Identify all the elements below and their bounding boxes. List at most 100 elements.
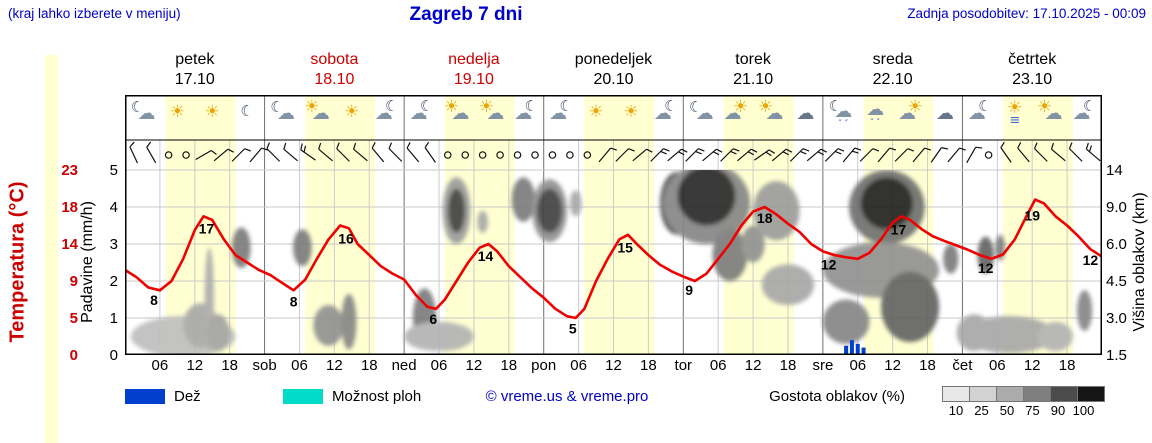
time-tick: 18 xyxy=(1058,357,1076,374)
day-date: 21.10 xyxy=(733,71,774,88)
cloud-height-axis-ticks: 14 9.0 6.0 4.5 3.0 1.5 xyxy=(1106,0,1152,443)
day-name: sreda xyxy=(872,51,913,68)
precip-ticks-value: 3 xyxy=(109,236,118,253)
time-tick: 12 xyxy=(326,357,343,374)
density-scale-segment xyxy=(942,386,970,402)
cloud-density-scale xyxy=(942,386,1105,402)
svg-text:☁: ☁ xyxy=(724,103,742,124)
time-tick: 06 xyxy=(291,357,308,374)
svg-text:☁: ☁ xyxy=(486,103,504,124)
day-name: četrtek xyxy=(1008,51,1057,68)
svg-text:☁: ☁ xyxy=(1073,103,1091,124)
svg-text:☁: ☁ xyxy=(137,103,155,124)
cloud-ticks-value: 4.5 xyxy=(1106,273,1127,290)
svg-text:☁: ☁ xyxy=(796,103,814,124)
temperature-axis-ticks: 23 18 14 9 5 0 xyxy=(40,0,78,443)
rain-legend-label: Dež xyxy=(174,388,201,405)
day-header: torek 21.10 xyxy=(683,50,823,92)
cloud-ticks-value: 3.0 xyxy=(1106,310,1127,327)
day-header: nedelja 19.10 xyxy=(404,50,544,92)
rain-legend-swatch xyxy=(125,389,165,404)
sun-cloud-icon: ☀☁ xyxy=(479,97,505,124)
svg-text:☾: ☾ xyxy=(240,102,253,120)
day-date: 23.10 xyxy=(1012,71,1053,88)
day-abbrev: sre xyxy=(812,357,834,374)
svg-text:5: 5 xyxy=(569,320,577,336)
svg-text:☁: ☁ xyxy=(410,103,428,124)
sun-icon: ☀ xyxy=(170,102,185,122)
day-abbrev: sob xyxy=(252,357,277,374)
svg-text:☁: ☁ xyxy=(451,103,469,124)
svg-text:☾: ☾ xyxy=(420,97,433,115)
svg-text:☁: ☁ xyxy=(654,103,672,124)
time-tick: 06 xyxy=(709,357,727,374)
sun-icon: ☀ xyxy=(344,102,359,122)
svg-text:17: 17 xyxy=(199,220,215,236)
plot-frame xyxy=(125,95,1102,355)
rain-bars xyxy=(844,340,866,355)
cloud-moon-icon: ☾☁ xyxy=(514,97,538,124)
svg-text:☁: ☁ xyxy=(375,103,393,124)
svg-text:16: 16 xyxy=(338,230,354,246)
cloud-sun-icon: ☀☁ xyxy=(724,97,749,124)
time-tick: 18 xyxy=(221,357,239,374)
moon-cloud-icon: ☾☁ xyxy=(270,98,295,124)
svg-text:☀: ☀ xyxy=(304,97,319,117)
svg-text:≡: ≡ xyxy=(1009,113,1020,128)
density-tick: 75 xyxy=(1025,403,1040,418)
svg-text:14: 14 xyxy=(478,248,494,264)
time-tick: 06 xyxy=(988,357,1006,374)
time-tick: 18 xyxy=(360,357,378,374)
cloud-density-label: Gostota oblakov (%) xyxy=(769,388,905,405)
wind-barbs-row xyxy=(129,141,1101,164)
time-tick: 12 xyxy=(1023,357,1041,374)
svg-text:☀: ☀ xyxy=(588,102,603,122)
svg-text:☁: ☁ xyxy=(696,103,714,124)
svg-text:☁: ☁ xyxy=(277,103,295,124)
meteogram-chart: 8 17 8 16 6 14 5 15 9 18 12 17 12 19 12 ☾ ☁ ☀ ☀ ☾ ☾ ☁ ☀ ☁ ☀ ☾ ☁ ☾ ☁ ☀… xyxy=(123,95,1104,355)
menu-hint: (kraj lahko izberete v meniju) xyxy=(8,6,181,21)
svg-text:8: 8 xyxy=(150,292,158,308)
day-date: 19.10 xyxy=(453,71,494,88)
cloud-moon-icon: ☾☁ xyxy=(654,97,678,124)
cloud-density-ticks: 10 25 50 75 90 100 xyxy=(943,403,1113,419)
svg-text:19: 19 xyxy=(1024,208,1040,224)
svg-text:☾: ☾ xyxy=(525,97,538,115)
density-scale-segment xyxy=(1023,386,1051,402)
svg-text:☀: ☀ xyxy=(444,97,459,117)
svg-text:☀: ☀ xyxy=(205,102,220,122)
svg-text:☀: ☀ xyxy=(344,102,359,122)
moon-cloud-icon: ☾☁ xyxy=(131,98,156,124)
sun-icon: ☀ xyxy=(623,102,638,122)
cloud-ticks-value: 14 xyxy=(1106,162,1123,179)
svg-text:☀: ☀ xyxy=(1007,98,1022,118)
day-header: sreda 22.10 xyxy=(823,50,963,92)
day-headers: petek 17.10 sobota 18.10 nedelja 19.10 ponedel… xyxy=(125,50,1102,92)
svg-text:☀: ☀ xyxy=(907,97,922,117)
svg-text:☀: ☀ xyxy=(1037,97,1052,117)
time-tick: 06 xyxy=(151,357,169,374)
sun-cloud-icon: ☀☁ xyxy=(758,97,784,124)
svg-text:☾: ☾ xyxy=(131,98,144,116)
svg-text:☾: ☾ xyxy=(829,97,842,115)
left-accent-strip xyxy=(45,55,58,443)
svg-text:☁: ☁ xyxy=(766,103,784,124)
svg-text:18: 18 xyxy=(757,210,773,226)
copyright-link[interactable]: © vreme.us & vreme.pro xyxy=(485,388,649,405)
day-date: 17.10 xyxy=(174,71,215,88)
time-tick: 06 xyxy=(430,357,448,374)
precipitation-axis-ticks: 5 4 3 2 1 0 xyxy=(96,0,118,443)
svg-text:☀: ☀ xyxy=(733,97,748,117)
drizzle-icon: ☁″ ″ xyxy=(866,99,884,128)
svg-text:6: 6 xyxy=(429,311,437,327)
day-name: sobota xyxy=(310,51,359,68)
time-tick: 18 xyxy=(919,357,936,374)
precip-ticks-value: 0 xyxy=(109,347,118,364)
day-abbrev: čet xyxy=(952,357,973,374)
sun-cloud-icon: ☀☁ xyxy=(1037,97,1063,124)
precip-ticks-value: 2 xyxy=(109,273,118,290)
moon-icon: ☾ xyxy=(240,102,253,120)
svg-text:″ ″: ″ ″ xyxy=(870,118,880,128)
temp-ticks-value: 23 xyxy=(61,162,78,179)
